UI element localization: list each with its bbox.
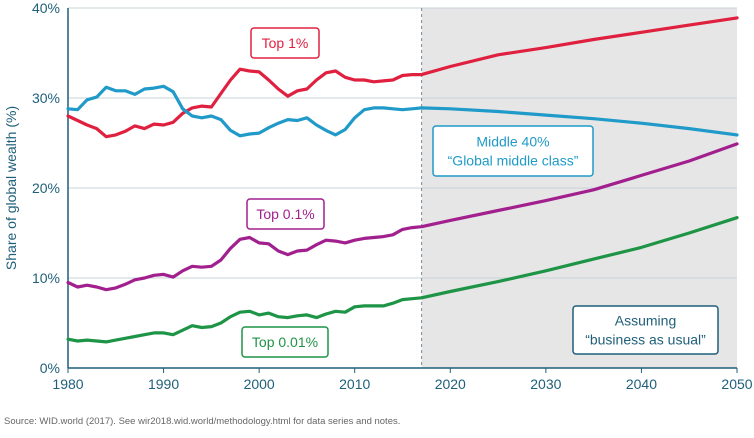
x-tick-label: 2020 (435, 376, 466, 392)
series-line-0 (66, 16, 739, 139)
series-lines (66, 16, 739, 344)
y-tick-labels: 0% 10% 20% 30% 40% (32, 0, 60, 376)
annotation-box (246, 198, 325, 230)
annotation-top01: Top 0.1% (246, 198, 325, 230)
annotations: Top 1% Middle 40% “Global middle class” Top… (241, 27, 719, 358)
annotation-text: Top 0.01% (252, 334, 318, 350)
wealth-share-chart: 1980 1990 2000 2010 2020 2030 2040 2050 0% 10% 20… (3, 0, 753, 392)
y-tick-label: 10% (32, 270, 60, 286)
annotation-text: Top 0.1% (256, 206, 314, 222)
annotation-top1: Top 1% (250, 27, 320, 59)
annotation-bau: Assuming “business as usual” (572, 305, 719, 355)
y-tick-label: 20% (32, 180, 60, 196)
x-tick-label: 1990 (148, 376, 179, 392)
x-tick-label: 2050 (721, 376, 752, 392)
axes (67, 8, 738, 373)
y-tick-label: 0% (40, 360, 60, 376)
source-note: Source: WID.world (2017). See wir2018.wi… (4, 416, 401, 427)
annotation-box (250, 27, 320, 59)
series-line-3 (66, 216, 739, 344)
grid-lines (68, 7, 737, 279)
y-tick-label: 30% (32, 90, 60, 106)
series-line-1 (66, 84, 739, 138)
y-axis-label: Share of global wealth (%) (3, 106, 19, 270)
annotation-middle40: Middle 40% “Global middle class” (432, 125, 594, 177)
annotation-text: “business as usual” (585, 332, 706, 348)
annotation-text: Assuming (615, 313, 676, 329)
x-tick-label: 1980 (52, 376, 83, 392)
x-tick-labels: 1980 1990 2000 2010 2020 2030 2040 2050 (52, 376, 752, 392)
annotation-text: “Global middle class” (448, 153, 579, 169)
annotation-text: Top 1% (262, 35, 309, 51)
y-tick-label: 40% (32, 0, 60, 16)
annotation-box (241, 326, 329, 358)
x-tick-label: 2010 (339, 376, 370, 392)
x-tick-label: 2000 (244, 376, 275, 392)
x-tick-label: 2040 (626, 376, 657, 392)
series-line-2 (66, 142, 739, 292)
x-tick-label: 2030 (530, 376, 561, 392)
annotation-box (432, 125, 594, 177)
annotation-box (572, 305, 719, 355)
annotation-top001: Top 0.01% (241, 326, 329, 358)
annotation-text: Middle 40% (476, 134, 549, 150)
